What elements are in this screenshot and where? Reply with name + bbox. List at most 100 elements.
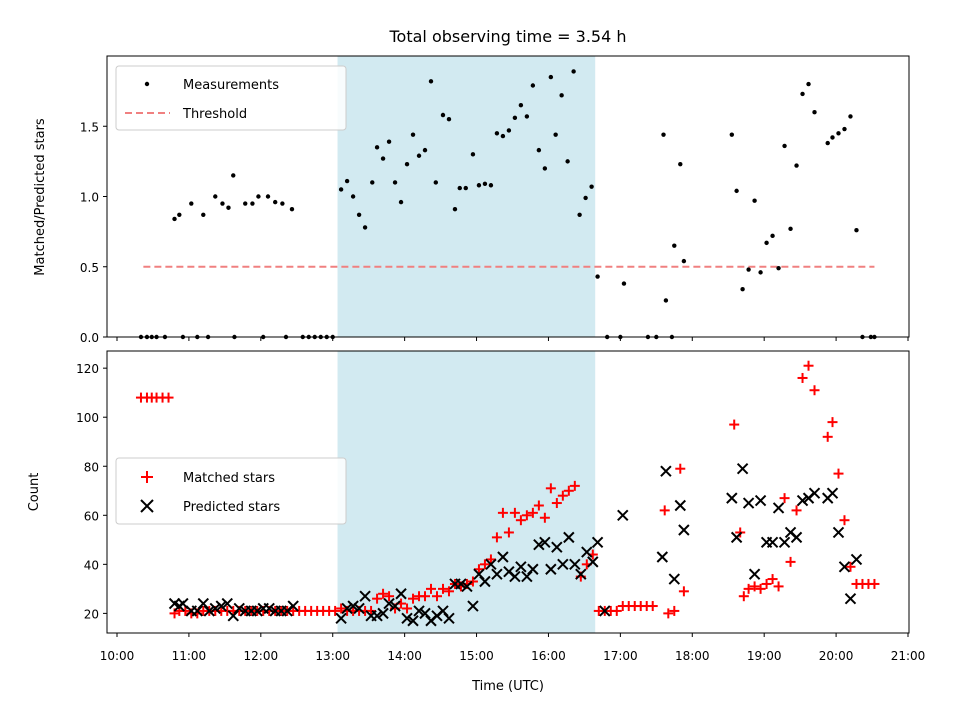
predicted-star-point [485, 558, 497, 571]
predicted-star-point [353, 602, 365, 615]
measurement-point [734, 188, 739, 194]
predicted-star-point [479, 575, 491, 588]
measurement-point [265, 194, 271, 199]
matched-star-point [509, 507, 520, 518]
predicted-x-b [461, 580, 473, 593]
predicted-star-point [533, 539, 545, 551]
bottom-y-tick-label: 20 [84, 607, 99, 621]
matched-star-point [402, 603, 413, 614]
measurement-point [482, 181, 488, 187]
predicted-x-b [479, 575, 491, 588]
predicted-star-point [726, 492, 738, 504]
measurement-point [553, 132, 558, 137]
measurement-point [524, 114, 530, 119]
predicted-star-point [808, 487, 821, 499]
measurement-point [362, 225, 368, 230]
predicted-x-b [515, 561, 527, 573]
predicted-star-point [287, 600, 299, 612]
predicted-x-b [591, 536, 604, 548]
matched-star-point [659, 505, 670, 516]
predicted-x-b [401, 612, 413, 624]
measurement-point [752, 198, 757, 203]
measurement-point [446, 117, 452, 122]
matched-star-point [437, 583, 448, 594]
matched-star-point [803, 360, 814, 371]
predicted-star-point [826, 487, 839, 499]
matched-star-point [330, 605, 341, 616]
bottom-x-tick-label: 10:00 [100, 649, 135, 663]
matched-star-point [749, 581, 760, 592]
measurement-point [565, 159, 570, 164]
measurement-point [740, 287, 745, 292]
measurement-point [220, 201, 225, 206]
predicted-star-point [581, 546, 593, 558]
predicted-x-b [569, 558, 581, 571]
measurement-point [231, 173, 236, 178]
matched-star-point [669, 605, 680, 616]
predicted-star-point [790, 531, 803, 544]
measurement-point [512, 115, 518, 121]
legend-matched-label: Matched stars [183, 471, 275, 486]
predicted-star-point [736, 462, 749, 475]
measurement-point [681, 258, 687, 264]
legend-predicted-marker [140, 499, 154, 513]
predicted-x-b [197, 597, 209, 610]
predicted-x-b [407, 615, 419, 627]
matched-star-point [378, 588, 389, 599]
measurement-point [256, 194, 261, 199]
measurement-point [201, 212, 206, 217]
matched-star-point [431, 591, 442, 602]
predicted-x-b [359, 590, 371, 602]
predicted-star-point [730, 531, 743, 544]
matched-star-point [336, 603, 347, 614]
measurement-point [729, 132, 735, 137]
predicted-x-b [660, 465, 672, 477]
measurement-point [172, 216, 177, 222]
predicted-star-point [674, 499, 686, 512]
matched-star-point [551, 498, 562, 509]
predicted-star-point [455, 578, 467, 590]
predicted-x-b [209, 602, 221, 615]
predicted-x-b [503, 565, 515, 578]
predicted-x-b [599, 605, 611, 617]
predicted-star-point [551, 541, 563, 553]
predicted-star-point [263, 602, 275, 615]
measurement-point [350, 194, 356, 199]
measurement-point [370, 180, 375, 185]
predicted-star-point [215, 600, 227, 612]
measurement-point [836, 131, 841, 136]
predicted-x-b [347, 600, 359, 612]
matched-star-point [797, 372, 808, 383]
matched-star-point [833, 468, 844, 479]
predicted-star-point [377, 607, 389, 620]
predicted-x-b [215, 600, 227, 612]
predicted-star-point [527, 563, 539, 575]
matched-star-point [473, 564, 484, 575]
matched-star-point [839, 515, 850, 526]
predicted-star-point [341, 602, 353, 615]
measurement-point [422, 147, 428, 153]
predicted-x-b [557, 558, 569, 571]
matched-star-point [479, 559, 490, 570]
matched-star-point [515, 515, 526, 526]
matched-star-point [869, 578, 880, 589]
predicted-star-point [569, 558, 581, 571]
predicted-x-b [335, 612, 347, 624]
chart-title: Total observing time = 3.54 h [388, 27, 626, 46]
predicted-star-point [754, 494, 767, 507]
predicted-star-point [509, 570, 521, 583]
predicted-x-b [251, 605, 263, 617]
predicted-star-point [383, 597, 395, 610]
matched-star-point [678, 586, 689, 597]
predicted-x-b [678, 524, 690, 536]
measurement-point [825, 140, 830, 146]
measurement-point [344, 178, 350, 184]
measurement-point [536, 147, 542, 153]
matched-star-point [163, 392, 174, 403]
measurement-point [440, 112, 446, 118]
predicted-star-point [832, 526, 845, 539]
predicted-star-point [491, 568, 503, 580]
predicted-x-b [796, 494, 809, 507]
predicted-x-b [377, 607, 389, 620]
predicted-star-point [838, 561, 851, 573]
